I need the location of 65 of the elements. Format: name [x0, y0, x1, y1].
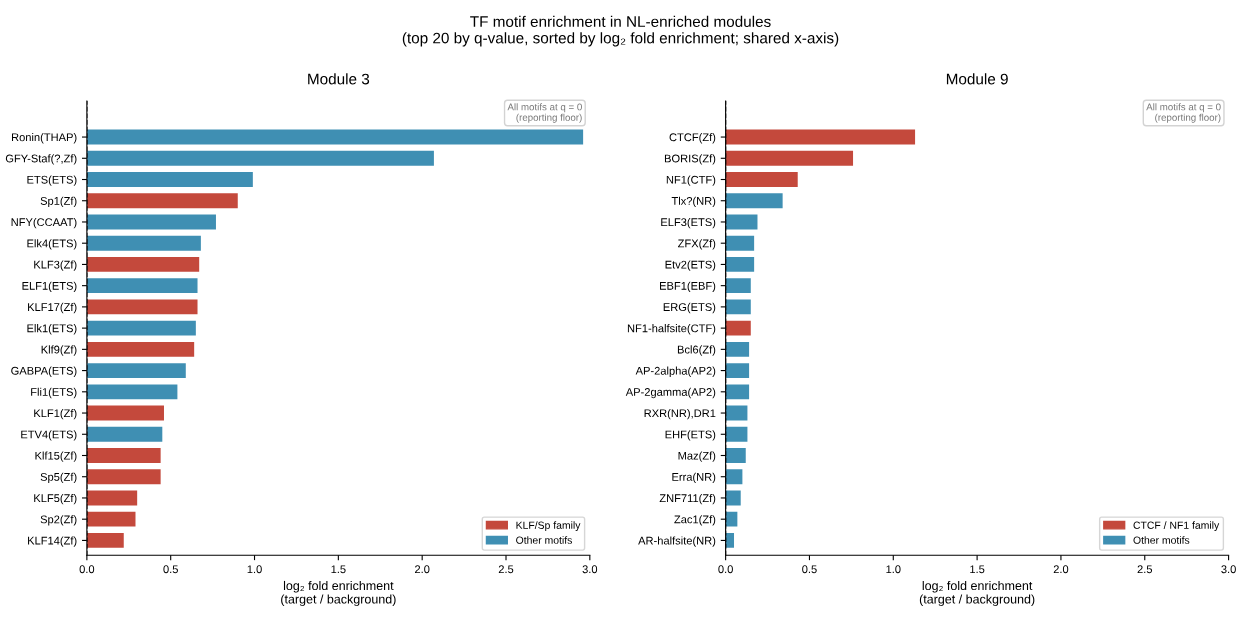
x-tick-label: 0.0 — [718, 565, 733, 574]
text: All motifs at q = 0 (reporting floor) — [1146, 103, 1221, 123]
x-tick-label: 2.5 — [498, 565, 514, 574]
legend-label: Other motifs — [516, 536, 572, 544]
y-tick-label: Klf15(Zf) — [35, 451, 77, 462]
y-tick-label: ELF1(ETS) — [22, 281, 77, 292]
y-tick-label: AR-halfsite(NR) — [638, 536, 716, 547]
legend-label: Other motifs — [1133, 536, 1190, 544]
y-tick-label: ZNF711(Zf) — [659, 493, 716, 505]
x-tick-label: 1.5 — [331, 565, 346, 574]
y-tick-label: CTCF(Zf) — [669, 133, 716, 144]
y-tick-label: ETS(ETS) — [27, 175, 77, 186]
y-tick-label: ERG(ETS) — [663, 302, 716, 314]
y-tick-label: NF1(CTF) — [666, 175, 716, 186]
y-tick-label: Ronin(THAP) — [12, 133, 77, 144]
y-tick-label: NF1-halfsite(CTF) — [627, 324, 716, 335]
y-tick-label: Fli1(ETS) — [31, 387, 77, 399]
x-tick-label: 1.0 — [247, 565, 262, 574]
y-tick-label: Maz(Zf) — [678, 451, 716, 462]
y-tick-label: Etv2(ETS) — [665, 260, 716, 271]
x-tick-label: 2.0 — [415, 565, 430, 574]
x-axis-title: log₂ fold enrichment (target / background) — [281, 580, 396, 607]
legend-label: KLF/Sp family — [516, 521, 581, 531]
x-tick-label: 3.0 — [582, 565, 598, 574]
y-tick-label: KLF17(Zf) — [28, 302, 77, 314]
y-tick-label: GFY-Staf(?,Zf) — [5, 154, 77, 165]
text: TF motif enrichment in NL-enriched modules (top 20 by q-value, sorted by log₂ fold enrichment; shared x-axis) — [402, 15, 839, 47]
legend-label: CTCF / NF1 family — [1133, 521, 1220, 531]
y-tick-label: KLF14(Zf) — [28, 536, 77, 547]
x-tick-label: 2.5 — [1137, 565, 1153, 574]
chart-title: Module 3 — [308, 73, 370, 85]
x-tick-label: 2.0 — [1053, 565, 1069, 574]
y-tick-label: KLF5(Zf) — [34, 493, 77, 505]
y-tick-label: EBF1(EBF) — [660, 281, 716, 292]
x-tick-label: 0.5 — [163, 565, 178, 574]
x-tick-label: 3.0 — [1221, 565, 1236, 574]
x-axis-title: log₂ fold enrichment (target / background) — [919, 580, 1035, 607]
y-tick-label: Elk4(ETS) — [27, 239, 77, 250]
y-tick-label: NFY(CCAAT) — [11, 217, 77, 229]
y-tick-label: Sp2(Zf) — [40, 515, 77, 526]
y-tick-label: Sp1(Zf) — [40, 196, 77, 208]
y-tick-label: KLF3(Zf) — [34, 260, 77, 271]
y-tick-label: BORIS(Zf) — [664, 154, 716, 165]
y-tick-label: RXR(NR),DR1 — [644, 409, 716, 420]
chart-title: Module 9 — [946, 73, 1008, 85]
x-tick-label: 0.0 — [79, 565, 95, 574]
y-tick-label: ETV4(ETS) — [21, 430, 77, 441]
y-tick-label: ELF3(ETS) — [661, 217, 716, 229]
y-tick-label: Tlx?(NR) — [671, 196, 716, 208]
y-tick-label: Sp5(Zf) — [40, 472, 77, 484]
x-tick-label: 1.5 — [970, 565, 985, 574]
text: All motifs at q = 0 (reporting floor) — [507, 103, 582, 123]
y-tick-label: ZFX(Zf) — [678, 239, 716, 250]
x-tick-label: 1.0 — [886, 565, 901, 574]
y-tick-label: AP-2gamma(AP2) — [625, 387, 716, 399]
y-tick-label: KLF1(Zf) — [34, 409, 77, 420]
y-tick-label: Elk1(ETS) — [27, 324, 77, 335]
y-tick-label: GABPA(ETS) — [11, 366, 77, 377]
y-tick-label: Zac1(Zf) — [674, 515, 716, 526]
y-tick-label: AP-2alpha(AP2) — [635, 366, 716, 377]
y-tick-label: Erra(NR) — [672, 472, 716, 484]
y-tick-label: EHF(ETS) — [665, 430, 716, 441]
y-tick-label: Bcl6(Zf) — [677, 345, 716, 356]
y-tick-label: Klf9(Zf) — [41, 345, 77, 356]
x-tick-label: 0.5 — [802, 565, 817, 574]
